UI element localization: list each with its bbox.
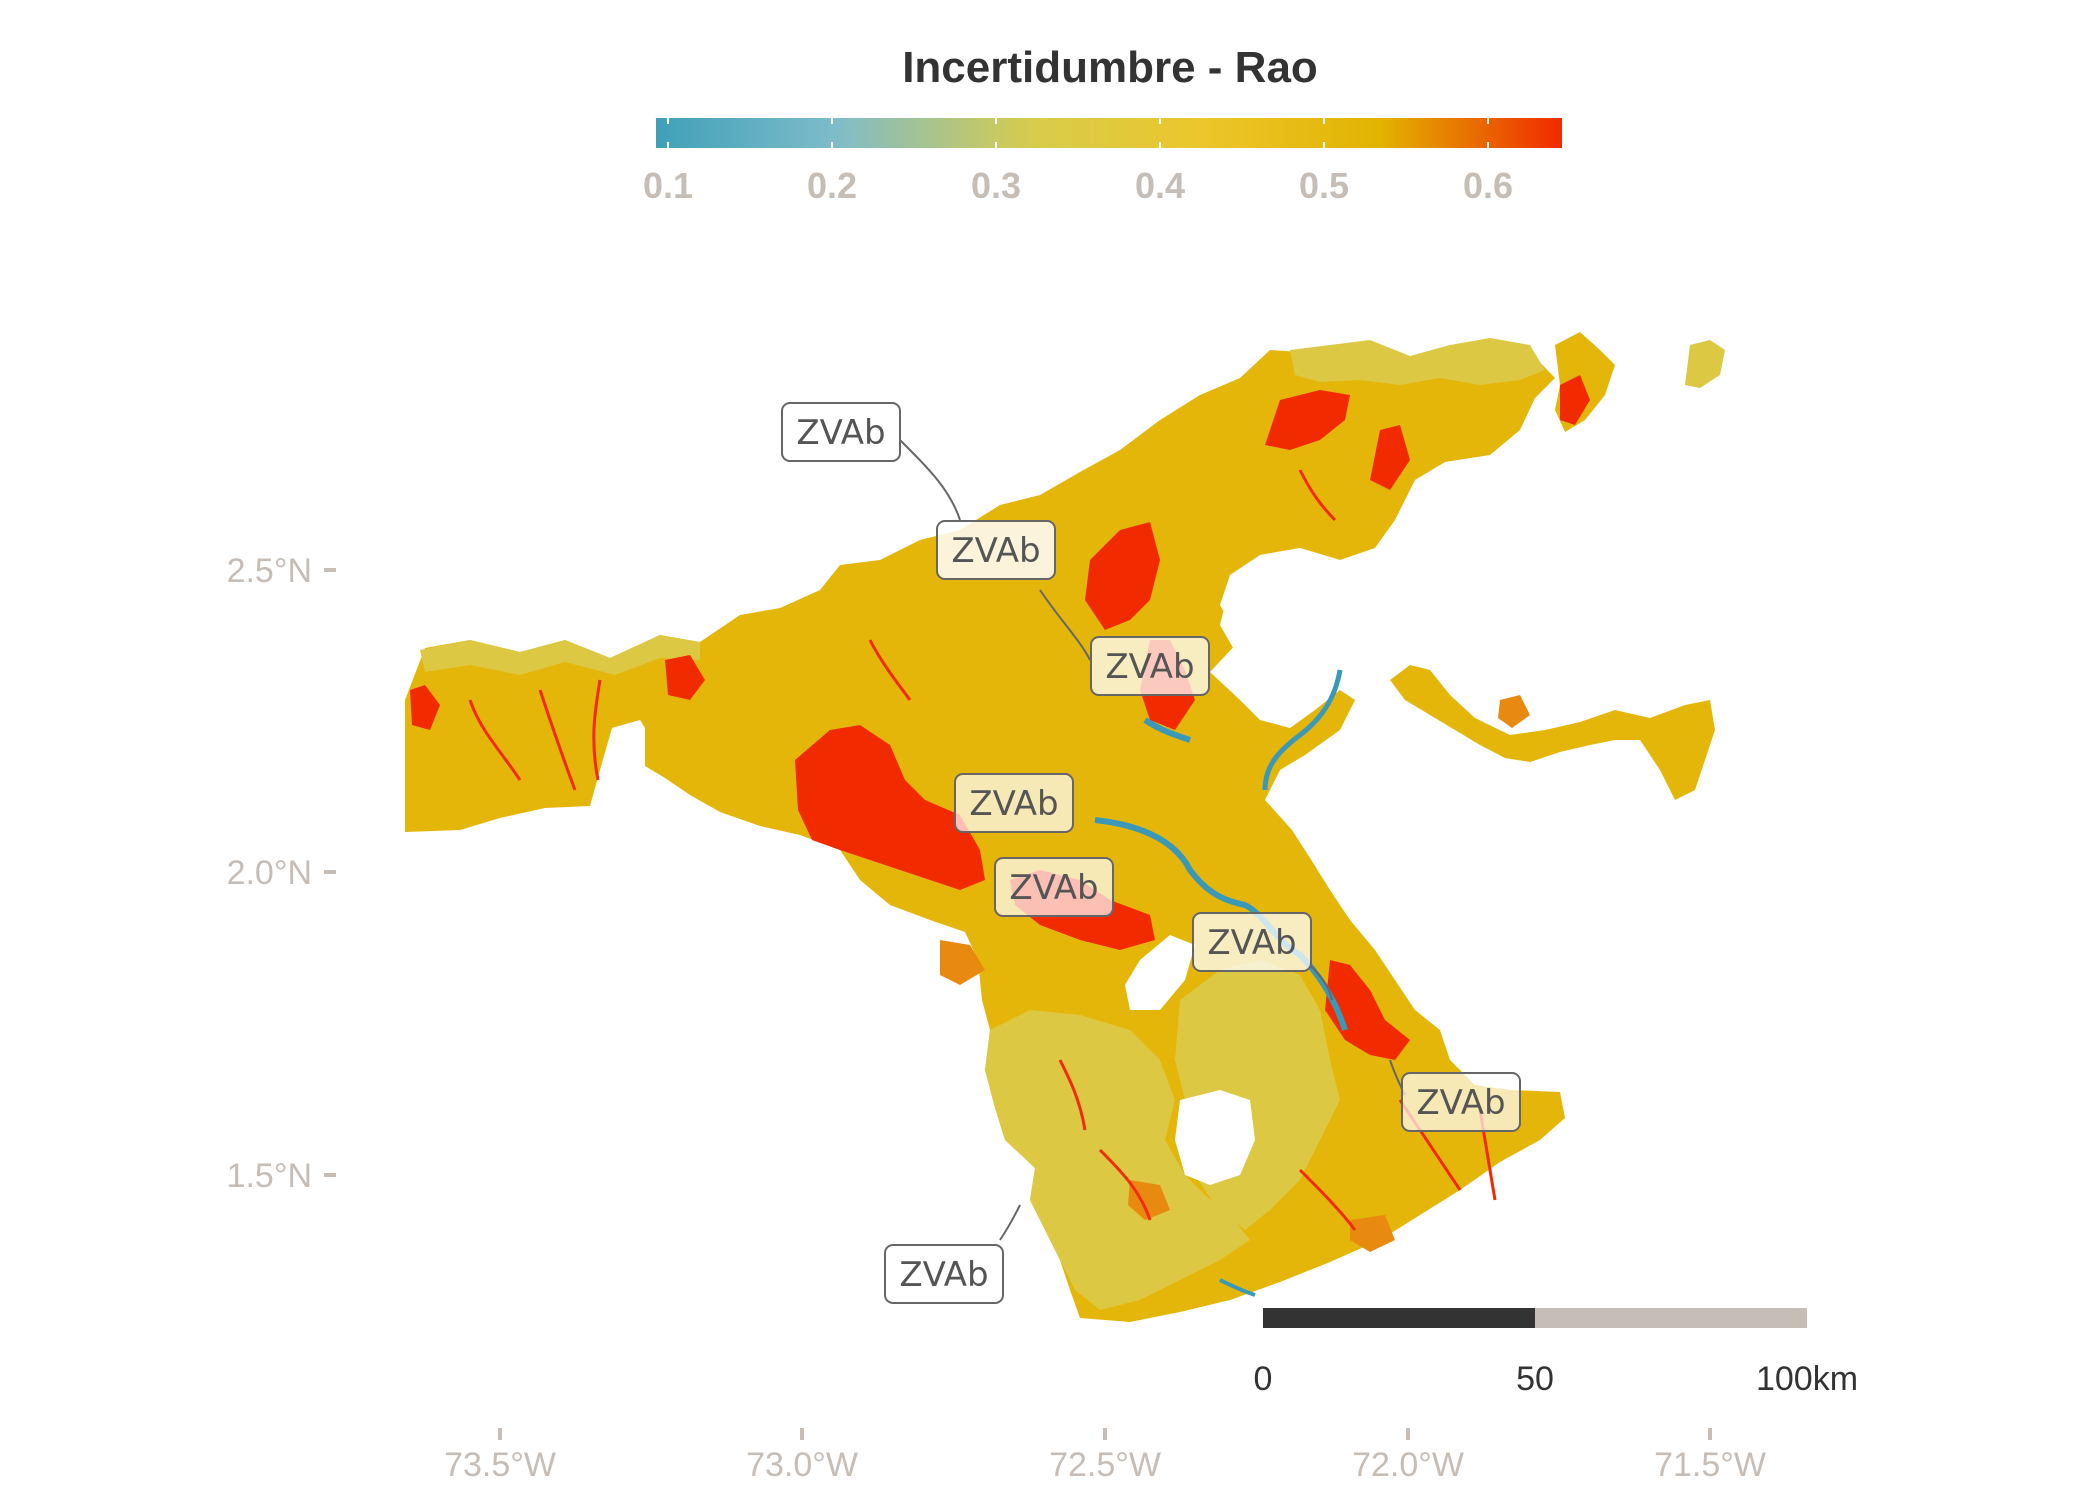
zone-label-4: ZVAb (954, 773, 1074, 833)
map-light-zone-west (420, 635, 700, 675)
longitude-label: 73.5°W (444, 1446, 556, 1484)
zone-label-7: ZVAb (1401, 1072, 1521, 1132)
legend-colorbar (656, 118, 1562, 148)
legend-ticks (667, 118, 1489, 148)
zone-label-text: ZVAb (899, 1255, 988, 1295)
longitude-label: 72.5°W (1049, 1446, 1161, 1484)
latitude-label: 2.0°N (227, 854, 312, 892)
longitude-label: 72.0°W (1352, 1446, 1464, 1484)
zone-label-text: ZVAb (969, 784, 1058, 824)
zone-label-text: ZVAb (1009, 868, 1098, 908)
map-light-zone-south (985, 1010, 1250, 1310)
zone-labels: ZVAb ZVAb ZVAb ZVAb ZVAb ZVAb ZVAb ZVAb (781, 402, 1521, 1304)
legend-title: Incertidumbre - Rao (902, 43, 1318, 92)
zone-label-8: ZVAb (884, 1244, 1004, 1304)
map-orange-zone-3 (1350, 1215, 1395, 1252)
scale-bar-label: 100km (1756, 1360, 1858, 1398)
zone-label-text: ZVAb (1105, 647, 1194, 687)
scale-bar-dark-segment (1263, 1308, 1535, 1328)
zone-label-5: ZVAb (994, 857, 1114, 917)
map-high-zone-north-east (1370, 425, 1410, 490)
legend-tick-label: 0.5 (1299, 165, 1349, 206)
map-light-zone-north (1290, 338, 1545, 385)
zone-label-text: ZVAb (1207, 923, 1296, 963)
legend-tick-labels: 0.1 0.2 0.3 0.4 0.5 0.6 (643, 165, 1513, 206)
longitude-label: 73.0°W (746, 1446, 858, 1484)
map-orange-zone-4 (1498, 695, 1530, 728)
map-white-gap-south (1175, 1090, 1255, 1185)
zone-label-3: ZVAb (1090, 636, 1210, 696)
scale-bar: 0 50 100km (1254, 1308, 1858, 1398)
map-high-zone-northwest (665, 655, 705, 700)
map-east-arm (1390, 665, 1715, 800)
map-high-zone-west (795, 725, 985, 890)
map-island-far-ne (1685, 340, 1725, 388)
map-high-zone-west-edge (410, 685, 440, 730)
map-red-streams (468, 469, 1497, 1231)
zone-label-6: ZVAb (1192, 912, 1312, 972)
latitude-axis: 2.5°N 2.0°N 1.5°N (227, 552, 336, 1195)
scale-bar-label: 50 (1516, 1360, 1554, 1398)
zone-label-text: ZVAb (951, 531, 1040, 571)
map-river-east (1262, 669, 1343, 791)
zone-label-2: ZVAb (936, 520, 1056, 580)
map-river-main (1094, 817, 1348, 1031)
map-white-gap-channel (1220, 548, 1340, 690)
zone-label-text: ZVAb (796, 413, 885, 453)
zone-label-leader (899, 439, 961, 521)
latitude-label: 1.5°N (227, 1157, 312, 1195)
zone-label-leader (1039, 589, 1091, 661)
legend-tick-label: 0.4 (1135, 165, 1185, 206)
map-high-zone-ne-island (1560, 375, 1590, 425)
zone-label-leader (1309, 964, 1333, 1001)
legend-tick-label: 0.3 (971, 165, 1021, 206)
zone-label-1: ZVAb (781, 402, 901, 462)
zone-label-leader (999, 1204, 1021, 1241)
map-high-zone-center (1085, 522, 1160, 630)
scale-bar-label: 0 (1254, 1360, 1273, 1398)
zone-label-text: ZVAb (1416, 1083, 1505, 1123)
latitude-label: 2.5°N (227, 552, 312, 590)
scale-bar-light-segment (1535, 1308, 1807, 1328)
longitude-axis: 73.5°W 73.0°W 72.5°W 72.0°W 71.5°W (444, 1428, 1766, 1484)
longitude-label: 71.5°W (1654, 1446, 1766, 1484)
legend-tick-label: 0.1 (643, 165, 693, 206)
map-river-south (1219, 1278, 1256, 1297)
map-river-north (1143, 717, 1191, 743)
map-orange-zone-2 (1128, 1180, 1170, 1220)
legend-tick-label: 0.2 (807, 165, 857, 206)
map-high-zone-east (1325, 960, 1410, 1060)
map-orange-zone-1 (940, 940, 985, 985)
map-white-gap-central (1125, 935, 1195, 1010)
map-high-zone-north (1265, 390, 1350, 450)
legend-tick-label: 0.6 (1463, 165, 1513, 206)
